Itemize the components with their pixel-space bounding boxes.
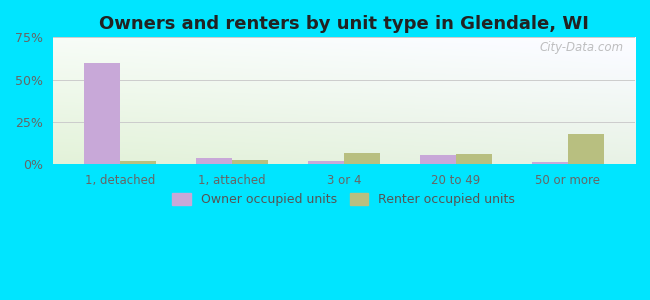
Bar — [84, 63, 120, 164]
Bar — [568, 134, 604, 164]
Legend: Owner occupied units, Renter occupied units: Owner occupied units, Renter occupied un… — [167, 188, 521, 211]
Bar — [532, 162, 568, 164]
Bar — [456, 154, 491, 164]
Text: City-Data.com: City-Data.com — [540, 41, 623, 54]
Title: Owners and renters by unit type in Glendale, WI: Owners and renters by unit type in Glend… — [99, 15, 589, 33]
Bar — [308, 161, 344, 164]
Bar — [420, 155, 456, 164]
Bar — [196, 158, 232, 164]
Bar — [120, 161, 156, 164]
Bar — [232, 160, 268, 164]
Bar — [344, 153, 380, 164]
